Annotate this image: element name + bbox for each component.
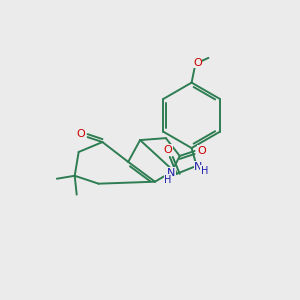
Text: H: H: [201, 166, 208, 176]
Text: O: O: [193, 58, 202, 68]
Text: O: O: [197, 146, 206, 156]
Text: N: N: [194, 162, 203, 172]
Text: H: H: [164, 175, 172, 185]
Text: O: O: [76, 129, 85, 139]
Text: O: O: [164, 145, 172, 155]
Text: N: N: [167, 168, 175, 178]
